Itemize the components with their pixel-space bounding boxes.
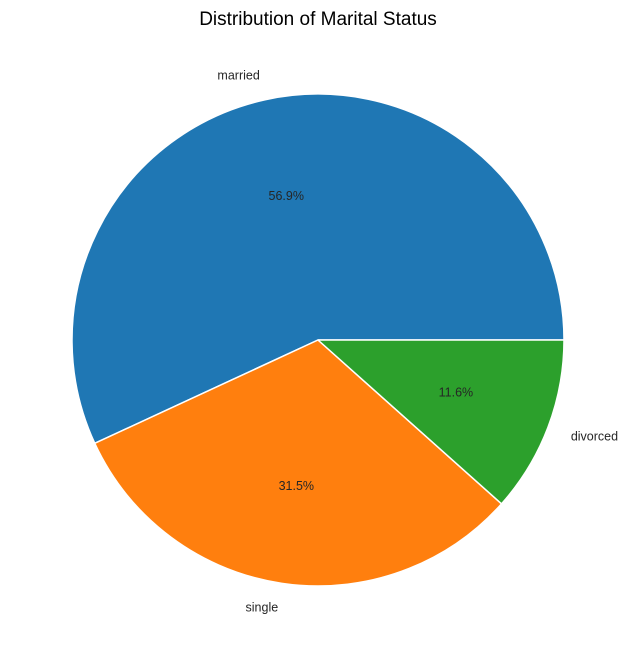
pie-slice-single bbox=[94, 339, 503, 587]
pie-slice-married bbox=[71, 93, 565, 445]
pie-labels: married 56.9% single 31.5% divorced 11.6% bbox=[217, 69, 618, 615]
pie-slices bbox=[71, 93, 565, 587]
slice-label-married: married bbox=[217, 69, 259, 83]
chart-title: Distribution of Marital Status bbox=[199, 9, 437, 30]
slice-label-divorced: divorced bbox=[571, 429, 618, 443]
pie-slice-divorced bbox=[317, 339, 565, 505]
slice-percent-divorced: 11.6% bbox=[439, 386, 474, 400]
slice-percent-single: 31.5% bbox=[279, 479, 314, 493]
slice-percent-married: 56.9% bbox=[269, 189, 304, 203]
slice-label-single: single bbox=[246, 601, 279, 615]
